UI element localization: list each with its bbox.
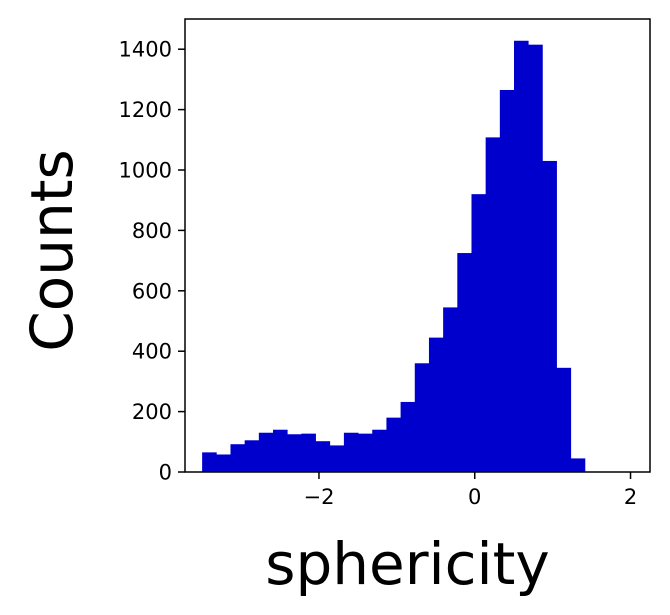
histogram-bar xyxy=(343,432,359,472)
y-tick-label: 0 xyxy=(159,461,172,485)
histogram-bar xyxy=(358,433,373,472)
x-axis-ticks: −2 0 2 xyxy=(303,472,637,509)
y-tick-label: 1400 xyxy=(119,38,172,62)
histogram-bar xyxy=(400,401,416,472)
histogram-bar xyxy=(542,160,557,472)
histogram-bar xyxy=(570,458,586,472)
histogram-bar xyxy=(514,40,529,473)
histogram-bar xyxy=(386,417,401,472)
histogram-bar xyxy=(499,89,515,472)
histogram-bar xyxy=(443,307,458,472)
histogram-bars xyxy=(202,40,586,473)
y-tick-label: 200 xyxy=(132,400,172,424)
histogram-bar xyxy=(315,441,331,472)
histogram-bar xyxy=(202,452,217,472)
histogram-bar xyxy=(230,444,246,472)
histogram-bar xyxy=(301,433,316,472)
x-tick-label: 2 xyxy=(624,485,637,509)
y-tick-label: 1200 xyxy=(119,98,172,122)
y-tick-label: 1000 xyxy=(119,159,172,183)
histogram-bar xyxy=(556,367,572,472)
y-axis-ticks: 0 200 400 600 800 1000 1200 1400 xyxy=(119,38,185,485)
histogram-bar xyxy=(457,253,472,472)
histogram-bar xyxy=(273,429,288,472)
histogram-bar xyxy=(258,432,274,472)
histogram-bar xyxy=(528,44,543,473)
histogram-bar xyxy=(372,429,387,472)
y-tick-label: 600 xyxy=(132,279,172,303)
histogram-bar xyxy=(244,440,260,472)
x-tick-label: −2 xyxy=(303,485,334,509)
histogram-bar xyxy=(485,137,501,472)
y-tick-label: 400 xyxy=(132,340,172,364)
histogram-bar xyxy=(216,454,231,472)
histogram-bar xyxy=(329,445,345,472)
y-tick-label: 800 xyxy=(132,219,172,243)
x-tick-label: 0 xyxy=(468,485,481,509)
plot-frame xyxy=(184,18,651,473)
histogram-bar xyxy=(287,434,302,472)
x-axis-label: sphericity xyxy=(265,530,550,598)
histogram-bar xyxy=(471,194,487,472)
histogram-bar xyxy=(414,363,430,472)
histogram-bar xyxy=(428,337,444,472)
y-axis-label: Counts xyxy=(18,149,86,351)
